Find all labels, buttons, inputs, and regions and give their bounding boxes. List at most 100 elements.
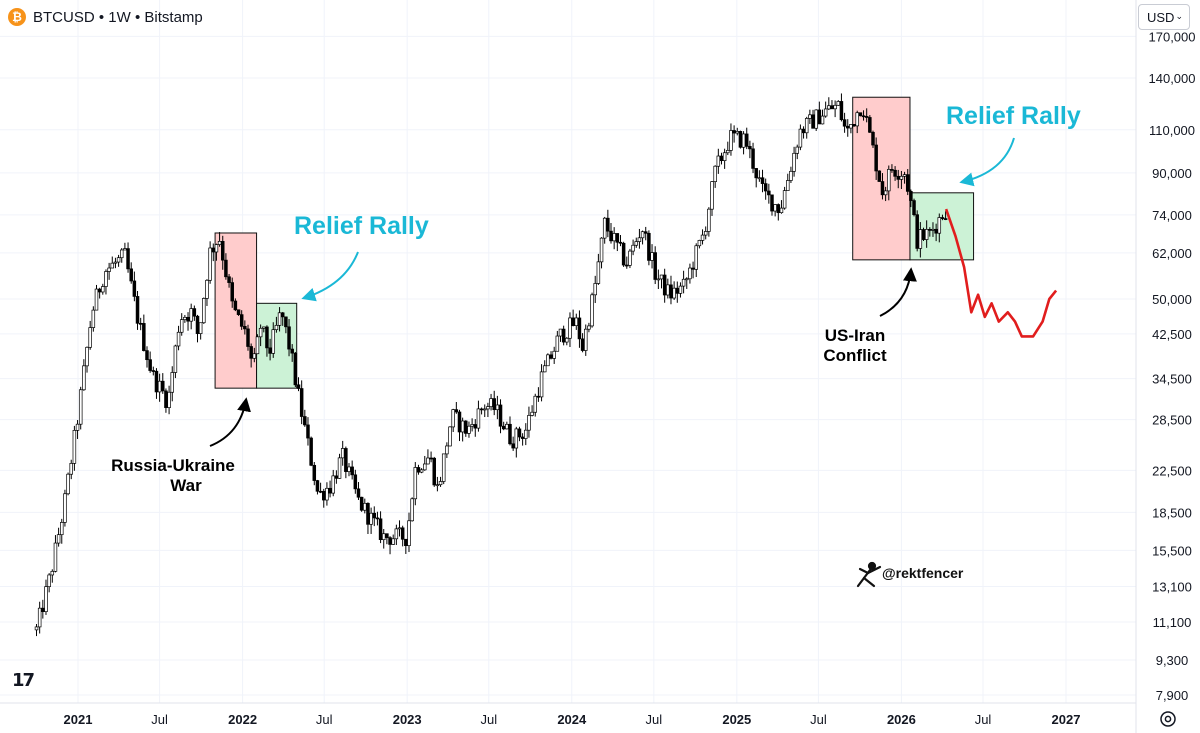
candle-body bbox=[874, 144, 878, 172]
candle-body bbox=[63, 493, 67, 523]
us-iran-label-2: Conflict bbox=[823, 346, 887, 365]
candle-body bbox=[88, 327, 92, 348]
candle-body bbox=[322, 490, 326, 501]
candle-body bbox=[495, 404, 500, 411]
settings-gear-icon[interactable] bbox=[1158, 709, 1178, 729]
candle-body bbox=[236, 309, 241, 315]
candle-body bbox=[868, 117, 872, 133]
candle-body bbox=[334, 475, 339, 479]
candle-body bbox=[511, 443, 515, 449]
time-tick-label: Jul bbox=[316, 712, 333, 727]
candle-body bbox=[546, 354, 550, 367]
candle-body bbox=[792, 152, 796, 172]
candle-body bbox=[786, 180, 790, 191]
candle-body bbox=[508, 423, 512, 445]
candle-body bbox=[435, 484, 440, 487]
time-tick-label: Jul bbox=[810, 712, 827, 727]
price-axis[interactable]: 170,000 140,000 110,000 90,000 74,000 62,000 5… bbox=[1149, 29, 1196, 703]
candle-body bbox=[574, 317, 579, 326]
candle-body bbox=[584, 328, 588, 351]
candle-body bbox=[135, 296, 140, 324]
candle-body bbox=[277, 312, 282, 326]
candle-body bbox=[284, 316, 288, 328]
green-event-box bbox=[909, 192, 975, 261]
candle-body bbox=[808, 114, 812, 119]
candle-body bbox=[129, 268, 133, 282]
candle-body bbox=[741, 133, 746, 148]
candle-body bbox=[91, 309, 96, 328]
candle-body bbox=[918, 229, 923, 249]
relief-rally-arrow-left bbox=[301, 251, 359, 302]
candle-body bbox=[69, 463, 73, 475]
candle-body bbox=[198, 322, 203, 334]
candle-body bbox=[214, 244, 219, 253]
candle-body bbox=[568, 317, 572, 339]
candle-body bbox=[776, 204, 781, 214]
candle-body bbox=[183, 316, 187, 321]
candle-body bbox=[887, 169, 891, 192]
price-tick-label: 74,000 bbox=[1152, 208, 1192, 223]
time-tick-label: 2026 bbox=[887, 712, 916, 727]
time-tick-label: 2022 bbox=[228, 712, 257, 727]
candle-body bbox=[580, 338, 585, 351]
time-tick-label: Jul bbox=[151, 712, 168, 727]
candle-body bbox=[344, 448, 348, 472]
symbol-header[interactable]: ₿ BTCUSD • 1W • Bitstamp bbox=[8, 6, 203, 28]
candle-body bbox=[186, 316, 190, 322]
candle-body bbox=[716, 155, 721, 167]
price-tick-label: 62,000 bbox=[1152, 246, 1192, 261]
price-tick-label: 13,100 bbox=[1152, 579, 1192, 594]
candle-body bbox=[290, 348, 294, 354]
candle-body bbox=[789, 170, 793, 181]
candle-body bbox=[337, 457, 342, 479]
candle-body bbox=[262, 326, 266, 329]
candle-body bbox=[681, 278, 686, 287]
candle-body bbox=[429, 457, 433, 460]
candle-body bbox=[606, 217, 610, 232]
candle-body bbox=[388, 537, 392, 545]
candle-body bbox=[710, 181, 714, 210]
candle-body bbox=[391, 538, 395, 545]
candle-body bbox=[271, 329, 276, 354]
candle-body bbox=[482, 408, 487, 411]
candle-body bbox=[836, 101, 841, 106]
candle-body bbox=[524, 429, 528, 439]
candle-body bbox=[132, 280, 137, 297]
time-axis[interactable]: 2021 Jul 2022 Jul 2023 Jul 2024 Jul 2025 Jul 2026 J… bbox=[64, 712, 1081, 727]
tradingview-logo[interactable]: 17 bbox=[12, 670, 35, 691]
candle-body bbox=[921, 229, 926, 240]
currency-selector[interactable]: USD ⌄ bbox=[1138, 4, 1190, 30]
candle-body bbox=[940, 217, 945, 219]
candle-body bbox=[268, 347, 272, 354]
candle-body bbox=[151, 370, 156, 372]
candle-body bbox=[205, 279, 209, 299]
candle-body bbox=[438, 481, 443, 486]
candle-body bbox=[555, 335, 560, 352]
candle-body bbox=[37, 607, 42, 628]
candle-body bbox=[78, 389, 83, 425]
candle-body bbox=[258, 327, 263, 338]
candle-body bbox=[628, 250, 632, 266]
price-tick-label: 28,500 bbox=[1152, 413, 1192, 428]
candle-body bbox=[912, 200, 916, 216]
candle-body bbox=[44, 586, 48, 612]
candle-body bbox=[587, 325, 591, 330]
time-tick-label: Jul bbox=[975, 712, 992, 727]
candle-body bbox=[748, 146, 752, 150]
candle-body bbox=[53, 542, 58, 572]
candle-body bbox=[489, 398, 493, 408]
candle-body bbox=[419, 469, 424, 473]
candle-body bbox=[50, 570, 55, 576]
candle-body bbox=[760, 177, 765, 184]
candle-body bbox=[849, 124, 853, 129]
candle-body bbox=[394, 528, 399, 540]
candle-body bbox=[770, 194, 774, 212]
price-tick-label: 110,000 bbox=[1149, 123, 1195, 138]
price-tick-label: 11,100 bbox=[1153, 615, 1192, 630]
candle-body bbox=[407, 520, 411, 547]
russia-ukraine-arrow bbox=[209, 397, 251, 447]
currency-label: USD bbox=[1147, 9, 1175, 25]
candle-body bbox=[811, 114, 815, 129]
candle-body bbox=[899, 175, 904, 180]
